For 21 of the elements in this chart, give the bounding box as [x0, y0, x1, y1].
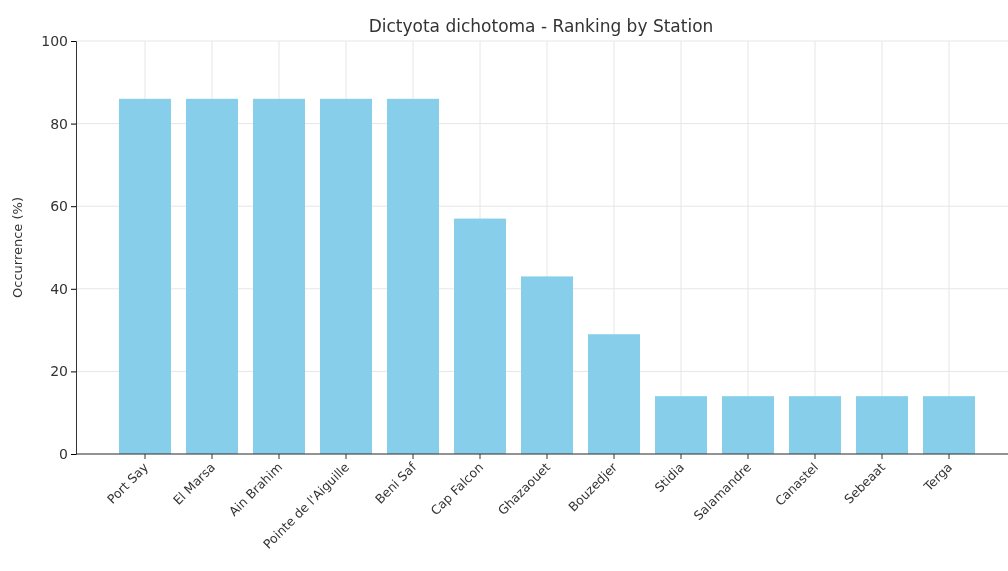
bar [789, 396, 841, 454]
y-tick-label: 60 [50, 198, 68, 215]
y-tick-label: 80 [50, 115, 68, 132]
bar [521, 276, 573, 454]
bar [856, 396, 908, 454]
bar [454, 218, 506, 454]
y-tick-label: 100 [41, 32, 68, 49]
bar [387, 98, 439, 454]
bar [588, 334, 640, 454]
y-tick-label: 40 [50, 280, 68, 297]
bar [722, 396, 774, 454]
bar [119, 98, 171, 454]
bar [253, 98, 305, 454]
bar [186, 98, 238, 454]
y-tick-label: 0 [59, 445, 68, 462]
y-tick-label: 20 [50, 363, 68, 380]
y-axis-title: Occurrence (%) [10, 197, 25, 298]
bar [655, 396, 707, 454]
bar [923, 396, 975, 454]
bar [320, 98, 372, 454]
chart-title: Dictyota dichotoma - Ranking by Station [368, 16, 714, 36]
